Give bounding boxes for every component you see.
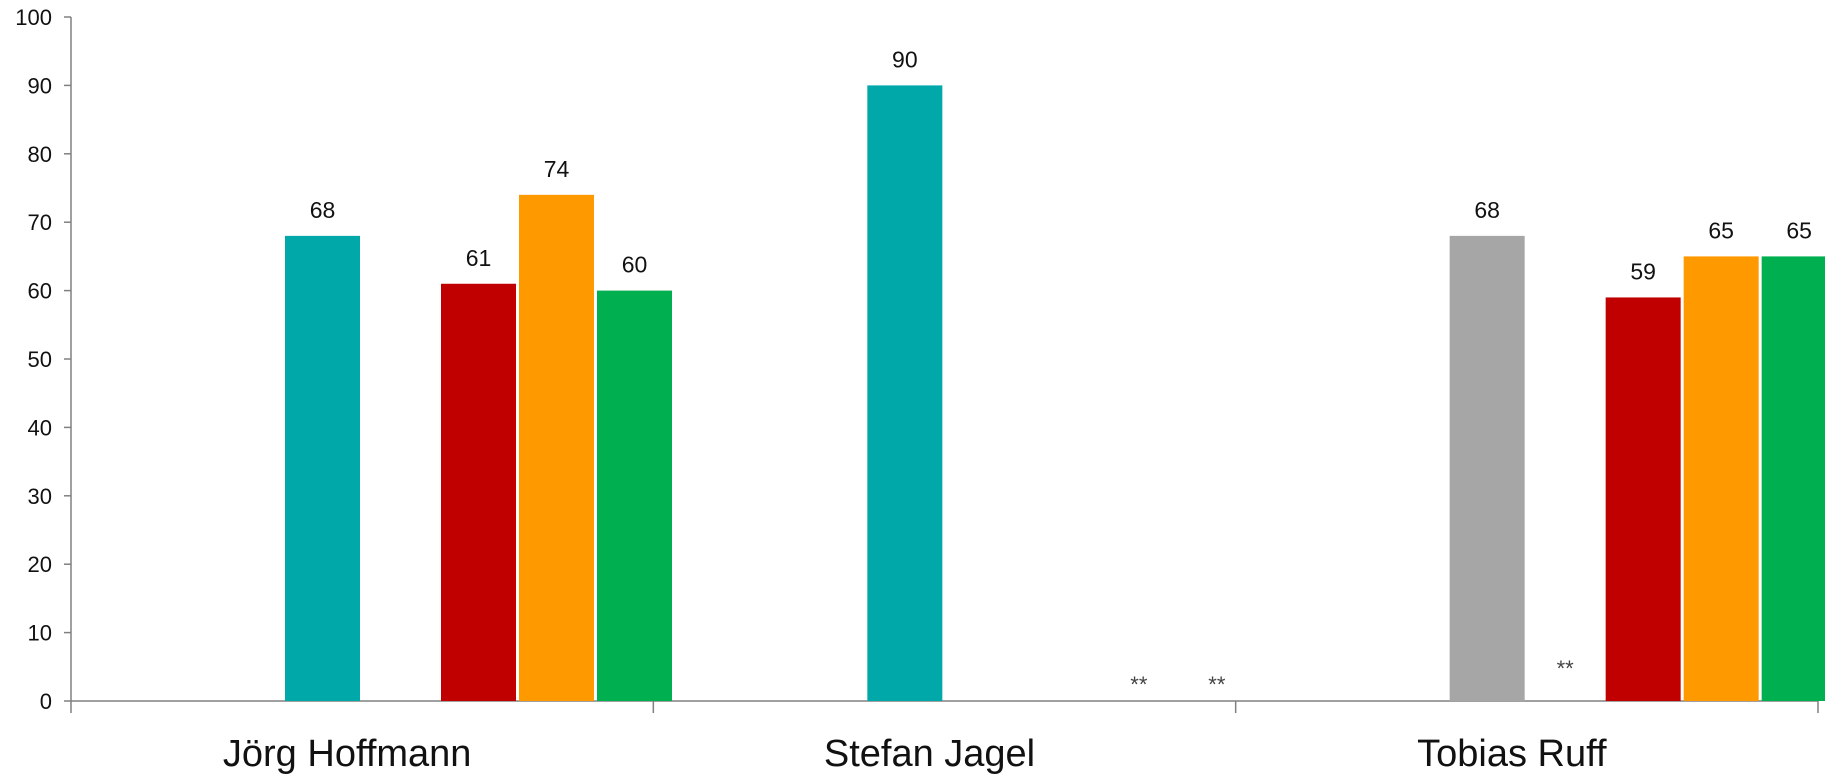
bar [597, 290, 672, 701]
category-label: Tobias Ruff [1417, 733, 1607, 775]
y-tick-label: 50 [28, 347, 52, 372]
data-label: 90 [892, 46, 918, 72]
bar [1683, 256, 1759, 701]
bar [867, 85, 943, 701]
bar [285, 235, 360, 701]
data-label: 61 [466, 245, 492, 271]
x-axis: Jörg Hoffmann Stefan Jagel Tobias Ruff [70, 700, 1819, 775]
bars [285, 85, 1825, 701]
data-label: 59 [1630, 258, 1656, 284]
y-tick-label: 90 [28, 73, 52, 98]
bar [1449, 235, 1525, 701]
y-tick-label: 80 [28, 142, 52, 167]
data-label: 74 [544, 156, 570, 182]
data-label: 60 [622, 252, 648, 278]
y-tick-label: 40 [28, 415, 52, 440]
data-labels: 68 61 74 60 90 68 59 65 65 [310, 46, 1812, 284]
annotation-mark: ** [1208, 672, 1226, 697]
y-tick-label: 30 [28, 484, 52, 509]
data-label: 65 [1786, 217, 1812, 243]
bar [441, 283, 516, 701]
data-label: 65 [1708, 217, 1734, 243]
bar [1761, 256, 1825, 701]
y-tick-label: 60 [28, 279, 52, 304]
annotation-mark: ** [1130, 672, 1148, 697]
y-tick-label: 20 [28, 552, 52, 577]
y-tick-label: 0 [40, 689, 52, 714]
category-label: Jörg Hoffmann [223, 733, 472, 775]
y-axis: 0 10 20 30 40 50 60 70 80 90 100 [15, 5, 72, 714]
data-label: 68 [1474, 197, 1500, 223]
bar [1605, 297, 1681, 701]
category-label: Stefan Jagel [824, 733, 1035, 775]
annotations: ** ** ** [1130, 656, 1574, 697]
y-tick-label: 10 [28, 621, 52, 646]
y-tick-label: 100 [15, 5, 52, 30]
annotation-mark: ** [1557, 656, 1575, 681]
bar [519, 194, 594, 701]
data-label: 68 [310, 197, 336, 223]
y-tick-label: 70 [28, 210, 52, 235]
